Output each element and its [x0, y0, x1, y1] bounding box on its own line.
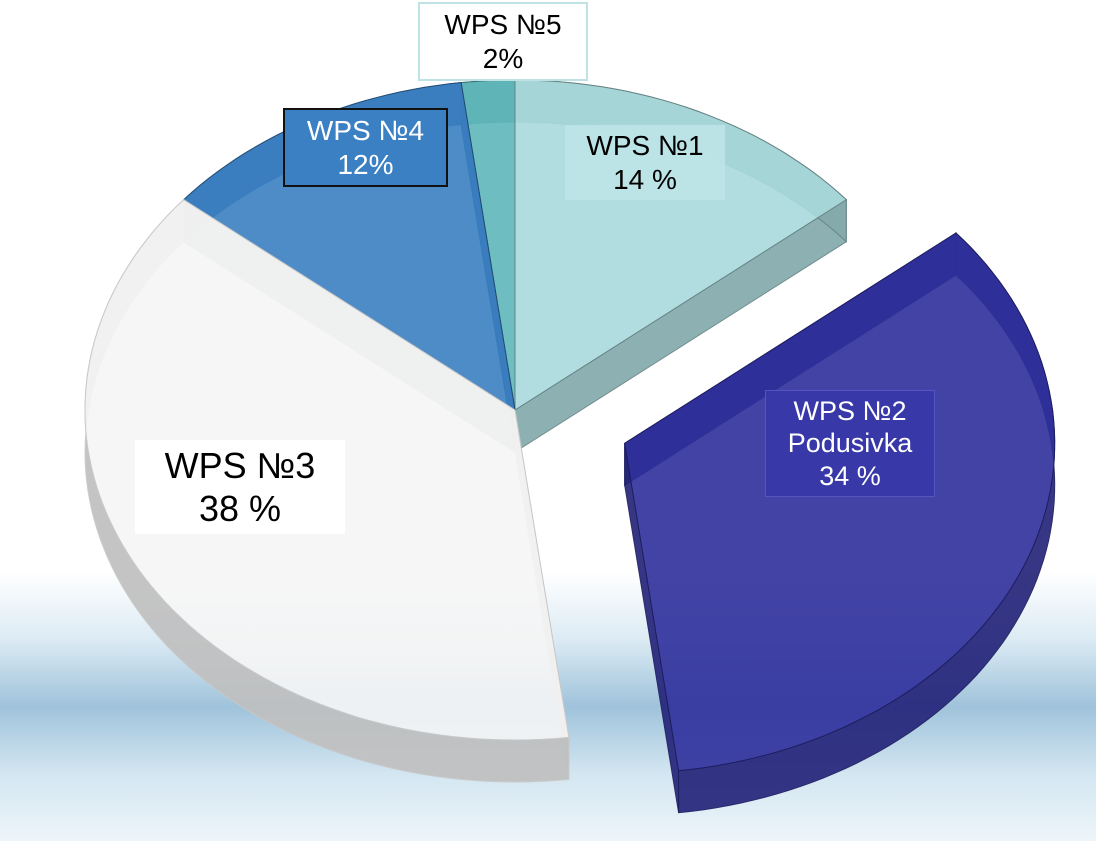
chart: WPS №114 % WPS №2 Podusivka34 % WPS №338 %… — [0, 0, 1096, 841]
label-name: WPS №2 Podusivka — [774, 395, 926, 460]
label-name: WPS №5 — [428, 8, 578, 42]
label-name: WPS №3 — [143, 444, 337, 487]
label-value: 12% — [293, 148, 438, 182]
label-name: WPS №4 — [293, 114, 438, 148]
label-value: 2% — [428, 42, 578, 76]
label-name: WPS №1 — [573, 129, 717, 163]
label-value: 38 % — [143, 487, 337, 530]
label-value: 34 % — [774, 460, 926, 492]
label-value: 14 % — [573, 163, 717, 197]
